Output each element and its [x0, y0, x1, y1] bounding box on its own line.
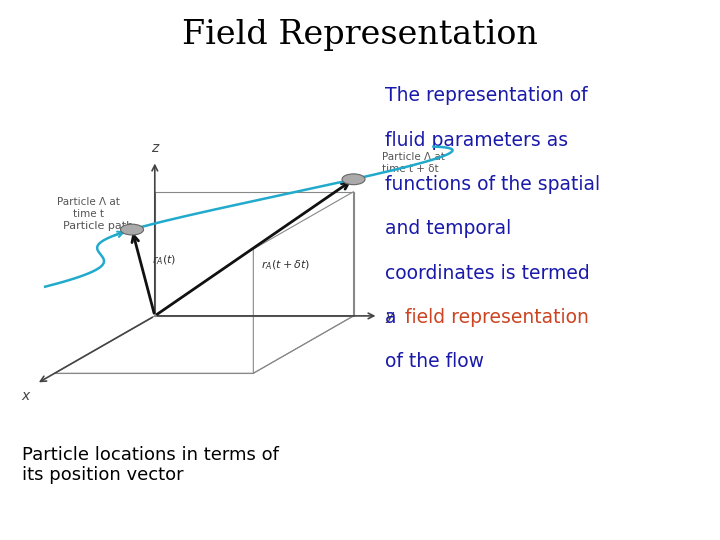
Text: y: y: [386, 309, 394, 323]
Text: Particle Λ at
time t: Particle Λ at time t: [58, 197, 120, 219]
Text: of the flow: of the flow: [385, 352, 485, 371]
Text: functions of the spatial: functions of the spatial: [385, 175, 600, 194]
Ellipse shape: [342, 174, 365, 185]
Text: Particle Λ at
time t + δt: Particle Λ at time t + δt: [382, 152, 445, 174]
Text: Particle path: Particle path: [63, 221, 133, 232]
Text: Particle locations in terms of
its position vector: Particle locations in terms of its posit…: [22, 446, 279, 484]
Text: a: a: [385, 308, 402, 327]
Text: coordinates is termed: coordinates is termed: [385, 264, 590, 282]
Text: z: z: [151, 141, 158, 156]
Text: Field Representation: Field Representation: [182, 19, 538, 51]
Text: fluid parameters as: fluid parameters as: [385, 131, 568, 150]
Text: The representation of: The representation of: [385, 86, 588, 105]
Text: and temporal: and temporal: [385, 219, 511, 238]
Text: field representation: field representation: [405, 308, 589, 327]
Text: $r_A(t)$: $r_A(t)$: [152, 254, 176, 267]
Text: x: x: [21, 389, 30, 403]
Ellipse shape: [120, 224, 143, 235]
Text: $r_A(t+\delta t)$: $r_A(t+\delta t)$: [261, 259, 310, 272]
